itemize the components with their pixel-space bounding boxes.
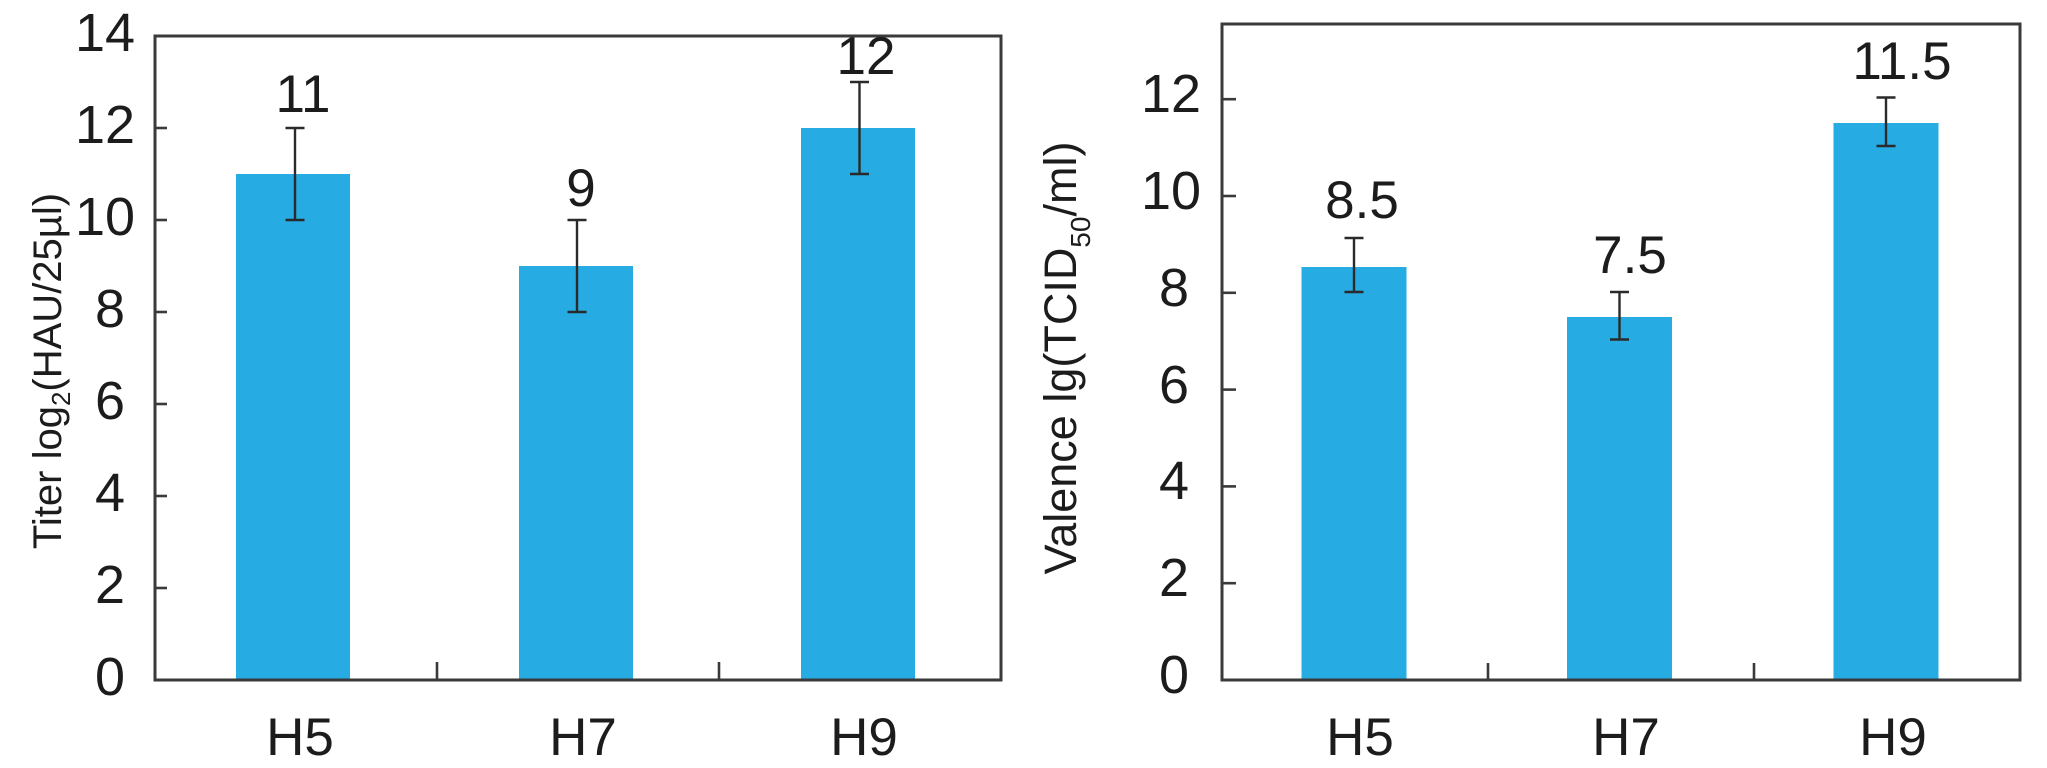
svg-text:2: 2 <box>1159 548 1189 608</box>
svg-text:H7: H7 <box>1592 708 1660 767</box>
svg-text:Titer log2(HAU/25µl): Titer log2(HAU/25µl) <box>26 193 76 549</box>
svg-text:8: 8 <box>1159 258 1189 318</box>
svg-text:4: 4 <box>1159 451 1189 511</box>
svg-text:H9: H9 <box>1859 708 1927 767</box>
svg-text:0: 0 <box>95 647 125 707</box>
svg-text:12: 12 <box>1141 64 1201 124</box>
svg-text:6: 6 <box>1159 355 1189 415</box>
svg-text:H7: H7 <box>549 708 617 767</box>
svg-text:8.5: 8.5 <box>1325 171 1399 230</box>
svg-text:12: 12 <box>75 95 135 155</box>
svg-text:H5: H5 <box>1326 708 1394 767</box>
svg-text:12: 12 <box>837 27 896 86</box>
svg-text:H5: H5 <box>266 708 334 767</box>
svg-text:10: 10 <box>1141 161 1201 221</box>
svg-text:11.5: 11.5 <box>1852 32 1951 91</box>
svg-text:Valence lg(TCID50/ml): Valence lg(TCID50/ml) <box>1035 142 1096 575</box>
svg-text:0: 0 <box>1159 645 1189 705</box>
svg-text:8: 8 <box>95 279 125 339</box>
svg-text:11: 11 <box>275 65 330 124</box>
svg-text:10: 10 <box>75 187 135 247</box>
svg-text:6: 6 <box>95 371 125 431</box>
svg-text:2: 2 <box>95 555 125 615</box>
svg-text:4: 4 <box>95 463 125 523</box>
svg-text:7.5: 7.5 <box>1593 226 1667 285</box>
svg-text:H9: H9 <box>830 708 898 767</box>
svg-text:9: 9 <box>566 159 595 218</box>
svg-text:14: 14 <box>75 3 135 63</box>
